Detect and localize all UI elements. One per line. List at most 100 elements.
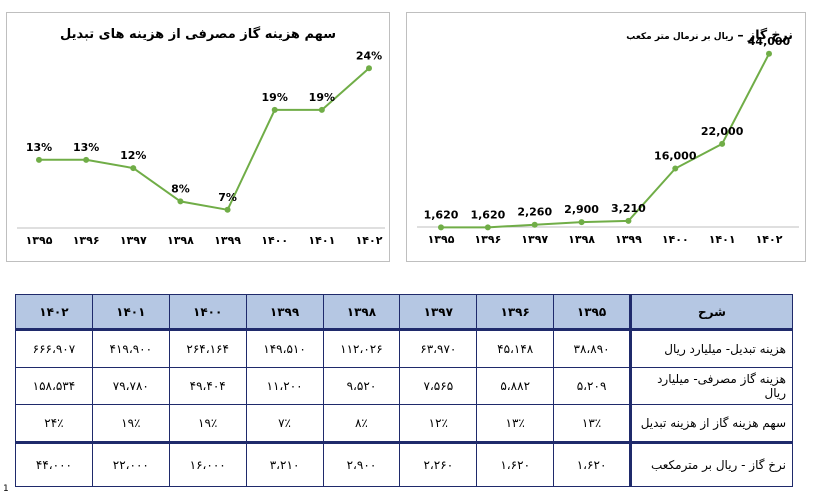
- x-tick-label: ۱۳۹۶: [474, 233, 501, 246]
- data-label: 16,000: [654, 149, 697, 162]
- chart-panel-gas-share: سهم هزینه گاز مصرفی از هزینه های تبدیل 1…: [6, 12, 390, 262]
- table-header-cell: ۱۴۰۲: [15, 294, 93, 331]
- table-row: نرخ گاز - ریال بر مترمکعب ۱،۶۲۰ ۱،۶۲۰ ۲،…: [15, 441, 793, 487]
- table-cell: ۷۹،۷۸۰: [91, 367, 170, 405]
- x-tick-label: ۱۳۹۷: [120, 234, 147, 247]
- table-cell: ۴۹،۴۰۴: [168, 367, 247, 405]
- series-line: [441, 53, 770, 229]
- x-tick-label: ۱۴۰۱: [709, 233, 736, 246]
- table-cell: ۱۵۸،۵۳۴: [15, 367, 93, 405]
- table-header-cell: ۱۳۹۶: [476, 294, 555, 331]
- stray-mark: 1: [3, 484, 9, 494]
- table-cell: ۳،۲۱۰: [245, 441, 324, 487]
- data-label: 12%: [120, 149, 146, 162]
- table-cell: ۱۱،۲۰۰: [245, 367, 324, 405]
- table-cell: ۱،۶۲۰: [476, 441, 555, 487]
- chart-title: نرخ گاز – ریال بر نرمال متر مکعب: [626, 27, 793, 42]
- table-cell: ۷،۵۶۵: [399, 367, 478, 405]
- table-cell: ۲۲،۰۰۰: [91, 441, 170, 487]
- table-cell: ۴۴،۰۰۰: [15, 441, 93, 487]
- data-label: 19%: [309, 91, 335, 104]
- x-tick-label: ۱۴۰۰: [662, 233, 689, 246]
- table-cell: ۵،۲۰۹: [553, 367, 631, 405]
- x-tick-label: ۱۴۰۰: [261, 234, 288, 247]
- data-label: 8%: [171, 182, 190, 195]
- data-label: 22,000: [701, 125, 744, 138]
- data-label: 19%: [262, 91, 288, 104]
- table-cell: ۱۹٪: [168, 404, 247, 443]
- table-cell: ۱۳٪: [553, 404, 631, 443]
- table-header-cell: شرح: [629, 294, 793, 331]
- x-tick-label: ۱۳۹۹: [214, 234, 241, 247]
- data-label: 44,000: [748, 35, 791, 48]
- chart-title-main: نرخ گاز –: [737, 27, 793, 42]
- data-point: [719, 140, 726, 147]
- data-point: [438, 224, 444, 231]
- chart-title: سهم هزینه گاز مصرفی از هزینه های تبدیل: [59, 27, 337, 42]
- line-chart-gas-rate: 1,620 ۱۳۹۵ 1,620 ۱۳۹۶ 2,260 ۱۳۹۷ 2,900 ۱۳۹۸ 3,21…: [417, 35, 799, 246]
- data-point: [672, 165, 679, 172]
- data-point: [224, 206, 231, 213]
- data-label: 24%: [356, 49, 382, 62]
- table-header-cell: ۱۳۹۵: [553, 294, 631, 331]
- table-row: هزینه تبدیل- میلیارد ریال ۳۸،۸۹۰ ۴۵،۱۴۸ …: [15, 329, 793, 368]
- table-header-cell: ۱۴۰۰: [168, 294, 247, 331]
- data-point: [484, 224, 491, 231]
- data-point: [578, 219, 585, 226]
- table-cell: ۹،۵۲۰: [322, 367, 401, 405]
- x-tick-label: ۱۴۰۲: [356, 234, 383, 247]
- table-cell: ۸٪: [322, 404, 401, 443]
- x-tick-label: ۱۳۹۸: [167, 234, 194, 247]
- table-cell: ۴۱۹،۹۰۰: [91, 329, 170, 368]
- x-tick-label: ۱۳۹۶: [73, 234, 100, 247]
- x-tick-label: ۱۴۰۱: [308, 234, 335, 247]
- table-cell: ۳۸،۸۹۰: [553, 329, 631, 368]
- row-label: هزینه تبدیل- میلیارد ریال: [629, 329, 793, 368]
- table-cell: ۷٪: [245, 404, 324, 443]
- data-label: 13%: [73, 141, 99, 154]
- chart-subtitle: ریال بر نرمال متر مکعب: [626, 32, 734, 42]
- chart-panel-gas-rate: نرخ گاز – ریال بر نرمال متر مکعب 1,620 ۱۳…: [406, 12, 806, 262]
- data-label: 1,620: [424, 208, 459, 221]
- table-cell: ۱۹٪: [91, 404, 170, 443]
- data-table: شرح ۱۳۹۵ ۱۳۹۶ ۱۳۹۷ ۱۳۹۸ ۱۳۹۹ ۱۴۰۰ ۱۴۰۱ ۱…: [15, 294, 793, 487]
- table-cell: ۵،۸۸۲: [476, 367, 555, 405]
- row-label: هزینه گاز مصرفی- میلیارد ریال: [629, 367, 793, 405]
- table-cell: ۲،۲۶۰: [399, 441, 478, 487]
- x-tick-label: ۱۳۹۹: [615, 233, 642, 246]
- table-header-cell: ۱۳۹۸: [322, 294, 401, 331]
- data-label: 1,620: [470, 208, 505, 221]
- table-cell: ۶۳،۹۷۰: [399, 329, 478, 368]
- table-cell: ۱،۶۲۰: [553, 441, 631, 487]
- table-cell: ۲،۹۰۰: [322, 441, 401, 487]
- data-point: [531, 221, 538, 228]
- table-header-row: شرح ۱۳۹۵ ۱۳۹۶ ۱۳۹۷ ۱۳۹۸ ۱۳۹۹ ۱۴۰۰ ۱۴۰۱ ۱…: [15, 294, 793, 331]
- data-label: 3,210: [611, 202, 646, 215]
- table-row: سهم هزینه گاز از هزینه تبدیل ۱۳٪ ۱۳٪ ۱۲٪…: [15, 404, 793, 443]
- table-cell: ۴۵،۱۴۸: [476, 329, 555, 368]
- table-cell: ۶۶۶،۹۰۷: [15, 329, 93, 368]
- data-point: [271, 106, 278, 113]
- data-point: [625, 217, 632, 224]
- row-label: نرخ گاز - ریال بر مترمکعب: [629, 441, 793, 487]
- table-header-cell: ۱۴۰۱: [91, 294, 170, 331]
- data-point: [36, 156, 42, 163]
- table-header-cell: ۱۳۹۷: [399, 294, 478, 331]
- data-point: [318, 106, 325, 113]
- row-label: سهم هزینه گاز از هزینه تبدیل: [629, 404, 793, 443]
- x-tick-label: ۱۳۹۵: [428, 233, 455, 246]
- line-chart-gas-share: 13% ۱۳۹۵ 13% ۱۳۹۶ 12% ۱۳۹۷ 8% ۱۳۹۸ 7% ۱۳۹۹ 19% ۱۴۰۰…: [17, 49, 385, 247]
- table-cell: ۱۶،۰۰۰: [168, 441, 247, 487]
- table-cell: ۱۴۹،۵۱۰: [245, 329, 324, 368]
- x-tick-label: ۱۴۰۲: [756, 233, 783, 246]
- data-point: [83, 156, 90, 163]
- table-cell: ۱۳٪: [476, 404, 555, 443]
- series-line: [39, 67, 370, 211]
- data-label: 7%: [218, 191, 237, 204]
- table-cell: ۲۶۴،۱۶۴: [168, 329, 247, 368]
- table-row: هزینه گاز مصرفی- میلیارد ریال ۵،۲۰۹ ۵،۸۸…: [15, 367, 793, 405]
- data-label: 13%: [26, 141, 52, 154]
- table-cell: ۱۱۲،۰۲۶: [322, 329, 401, 368]
- data-point: [130, 165, 137, 172]
- x-tick-label: ۱۳۹۷: [521, 233, 548, 246]
